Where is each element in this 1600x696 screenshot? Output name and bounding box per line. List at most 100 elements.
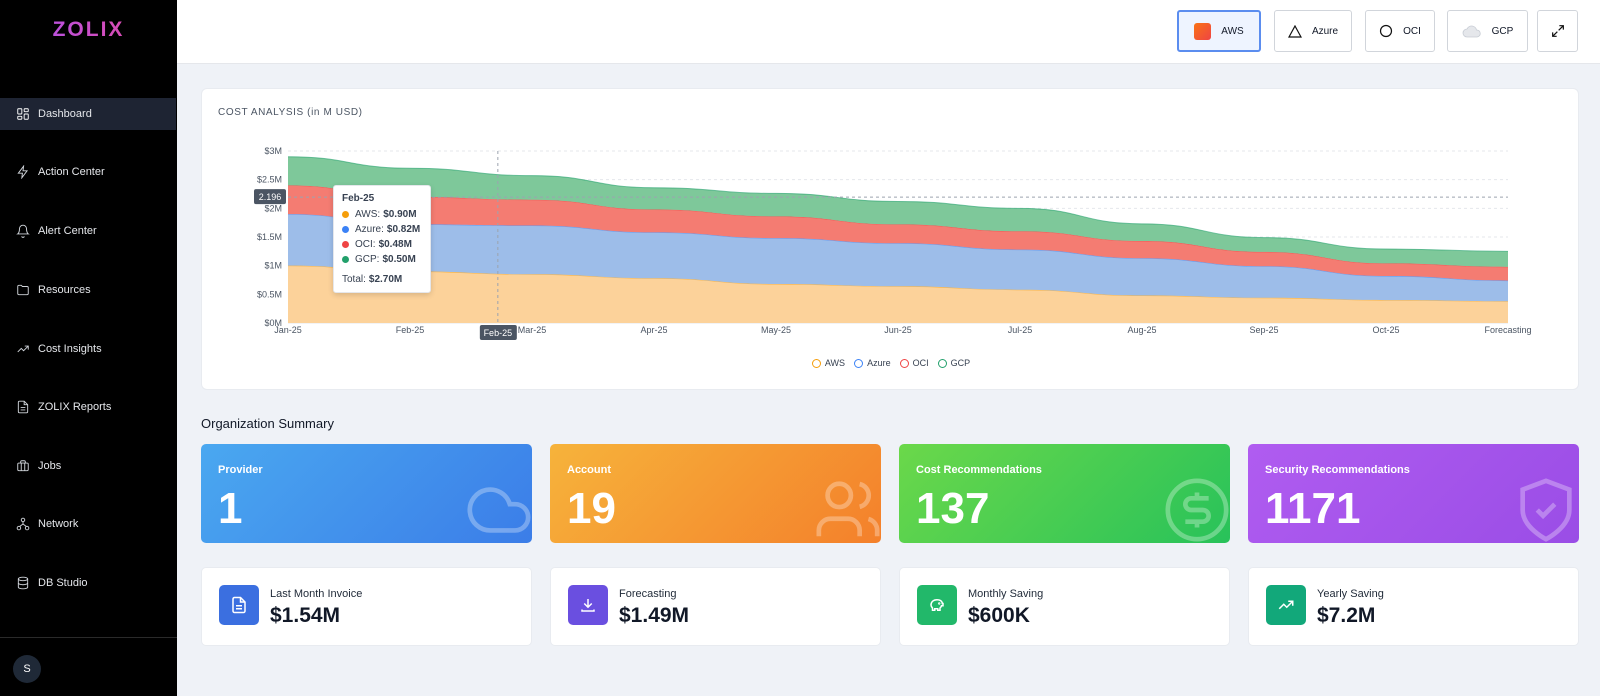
- download-icon: [581, 599, 595, 612]
- mini-label: Forecasting: [619, 588, 677, 600]
- cloud-icon: [1462, 25, 1481, 37]
- stat-card-provider[interactable]: Provider 1: [201, 444, 532, 543]
- y-tick-label: $3M: [264, 146, 282, 156]
- y-tick-label: $1M: [264, 261, 282, 271]
- sidebar-item-cost-insights[interactable]: Cost Insights: [0, 333, 177, 365]
- bell-icon: [16, 224, 30, 238]
- sidebar-item-zolix-reports[interactable]: ZOLIX Reports: [0, 391, 177, 423]
- series-dot: [342, 211, 349, 218]
- stat-value: 19: [567, 484, 616, 533]
- x-tick-label: Jul-25: [1008, 325, 1033, 335]
- trend-up-icon-box: [1266, 585, 1306, 625]
- tooltip-row-label: GCP:: [355, 254, 380, 265]
- area-series-gcp: [288, 156, 1508, 267]
- y-tick-label: $0.5M: [257, 289, 282, 299]
- x-tick-label: Jun-25: [884, 325, 912, 335]
- circle-icon: [1380, 24, 1393, 38]
- mini-card-forecasting[interactable]: Forecasting $1.49M: [550, 567, 881, 646]
- provider-label: AWS: [1221, 25, 1244, 37]
- sidebar-item-resources[interactable]: Resources: [0, 274, 177, 306]
- tooltip-row-gcp: GCP: $0.50M: [342, 252, 422, 267]
- y-tick-label: $2M: [264, 203, 282, 213]
- tooltip-row-oci: OCI: $0.48M: [342, 237, 422, 252]
- stat-card-cost-recommendations[interactable]: Cost Recommendations 137: [899, 444, 1230, 543]
- mini-value: $1.49M: [619, 604, 690, 627]
- legend-label: Azure: [867, 358, 891, 368]
- sidebar-item-dashboard[interactable]: Dashboard: [0, 98, 176, 130]
- x-tick-label: Apr-25: [640, 325, 667, 335]
- piggy-bank-icon: [930, 598, 944, 611]
- piggy-bank-icon-box: [917, 585, 957, 625]
- sidebar-item-label: Jobs: [38, 460, 62, 472]
- crosshair-y-badge: [254, 189, 286, 205]
- aws-square-icon: [1194, 22, 1212, 40]
- area-series-oci: [288, 185, 1508, 281]
- provider-button-gcp[interactable]: GCP: [1447, 10, 1528, 52]
- chart-tooltip: Feb-25 AWS: $0.90M Azure: $0.82M OCI: $0…: [333, 185, 431, 293]
- tooltip-total: Total: $2.70M: [342, 272, 422, 287]
- stat-card-account[interactable]: Account 19: [550, 444, 881, 543]
- sidebar-item-label: Alert Center: [38, 225, 97, 237]
- tooltip-row-label: AWS:: [355, 209, 381, 220]
- sidebar-item-label: Dashboard: [38, 108, 92, 120]
- org-summary-title: Organization Summary: [201, 416, 334, 431]
- stat-label: Provider: [218, 464, 263, 476]
- database-icon: [17, 576, 29, 590]
- sidebar-item-label: DB Studio: [38, 577, 88, 589]
- mini-card-yearly-saving[interactable]: Yearly Saving $7.2M: [1248, 567, 1579, 646]
- mini-card-last-month-invoice[interactable]: Last Month Invoice $1.54M: [201, 567, 532, 646]
- chart-legend: AWS Azure OCI GCP: [202, 358, 1580, 368]
- series-dot: [342, 241, 349, 248]
- crosshair-y-label: 2.196: [259, 192, 282, 202]
- sidebar: ZOLIX Dashboard Action Center Alert Cent…: [0, 0, 177, 696]
- sidebar-item-alert-center[interactable]: Alert Center: [0, 215, 177, 247]
- shield-check-icon: [1520, 478, 1572, 542]
- sidebar-divider: [0, 637, 177, 638]
- legend-item-oci[interactable]: OCI: [899, 358, 929, 368]
- legend-item-azure[interactable]: Azure: [854, 358, 891, 368]
- expand-icon: [1551, 25, 1564, 37]
- tooltip-row-aws: AWS: $0.90M: [342, 207, 422, 222]
- mini-value: $600K: [968, 604, 1030, 627]
- stat-value: 1171: [1265, 484, 1361, 533]
- legend-label: AWS: [824, 358, 846, 368]
- legend-item-aws[interactable]: AWS: [811, 358, 846, 368]
- tooltip-row-label: Azure:: [355, 224, 384, 235]
- cost-analysis-card: COST ANALYSIS (in M USD) $0M $0.5M $1M $1.5…: [201, 88, 1579, 390]
- expand-button[interactable]: [1537, 10, 1578, 52]
- provider-button-aws[interactable]: AWS: [1177, 10, 1261, 52]
- trend-up-icon: [17, 345, 29, 353]
- sidebar-item-network[interactable]: Network: [0, 508, 177, 540]
- x-tick-label: Aug-25: [1127, 325, 1156, 335]
- sidebar-item-label: Action Center: [38, 166, 105, 178]
- tooltip-total-value: $2.70M: [368, 274, 403, 285]
- legend-marker: [899, 358, 909, 368]
- provider-button-oci[interactable]: OCI: [1365, 10, 1435, 52]
- lightning-icon: [17, 165, 29, 179]
- provider-label: GCP: [1491, 25, 1514, 37]
- stat-card-security-recommendations[interactable]: Security Recommendations 1171: [1248, 444, 1579, 543]
- mini-label: Last Month Invoice: [270, 588, 363, 600]
- cost-analysis-chart[interactable]: $0M $0.5M $1M $1.5M $2M $2.5M $3M Jan-25 Feb-25 M…: [202, 89, 1580, 391]
- briefcase-icon: [17, 460, 29, 472]
- sidebar-item-jobs[interactable]: Jobs: [0, 450, 177, 482]
- sidebar-item-action-center[interactable]: Action Center: [0, 156, 177, 188]
- legend-label: GCP: [950, 358, 971, 368]
- series-dot: [342, 226, 349, 233]
- provider-label: Azure: [1311, 25, 1339, 37]
- legend-label: OCI: [912, 358, 929, 368]
- y-tick-label: $1.5M: [257, 232, 282, 242]
- dashboard-grid-icon: [17, 108, 29, 120]
- cloud-icon: [467, 487, 531, 533]
- chart-title: COST ANALYSIS (in M USD): [218, 107, 363, 118]
- mini-card-monthly-saving[interactable]: Monthly Saving $600K: [899, 567, 1230, 646]
- sidebar-item-db-studio[interactable]: DB Studio: [0, 567, 177, 599]
- legend-item-gcp[interactable]: GCP: [937, 358, 971, 368]
- provider-button-azure[interactable]: Azure: [1274, 10, 1352, 52]
- x-tick-label: Sep-25: [1249, 325, 1278, 335]
- avatar[interactable]: S: [13, 655, 41, 683]
- logo: ZOLIX: [0, 18, 177, 42]
- x-tick-label: Forecasting: [1484, 325, 1531, 335]
- users-icon: [816, 481, 880, 537]
- tooltip-row-value: $0.50M: [382, 254, 416, 265]
